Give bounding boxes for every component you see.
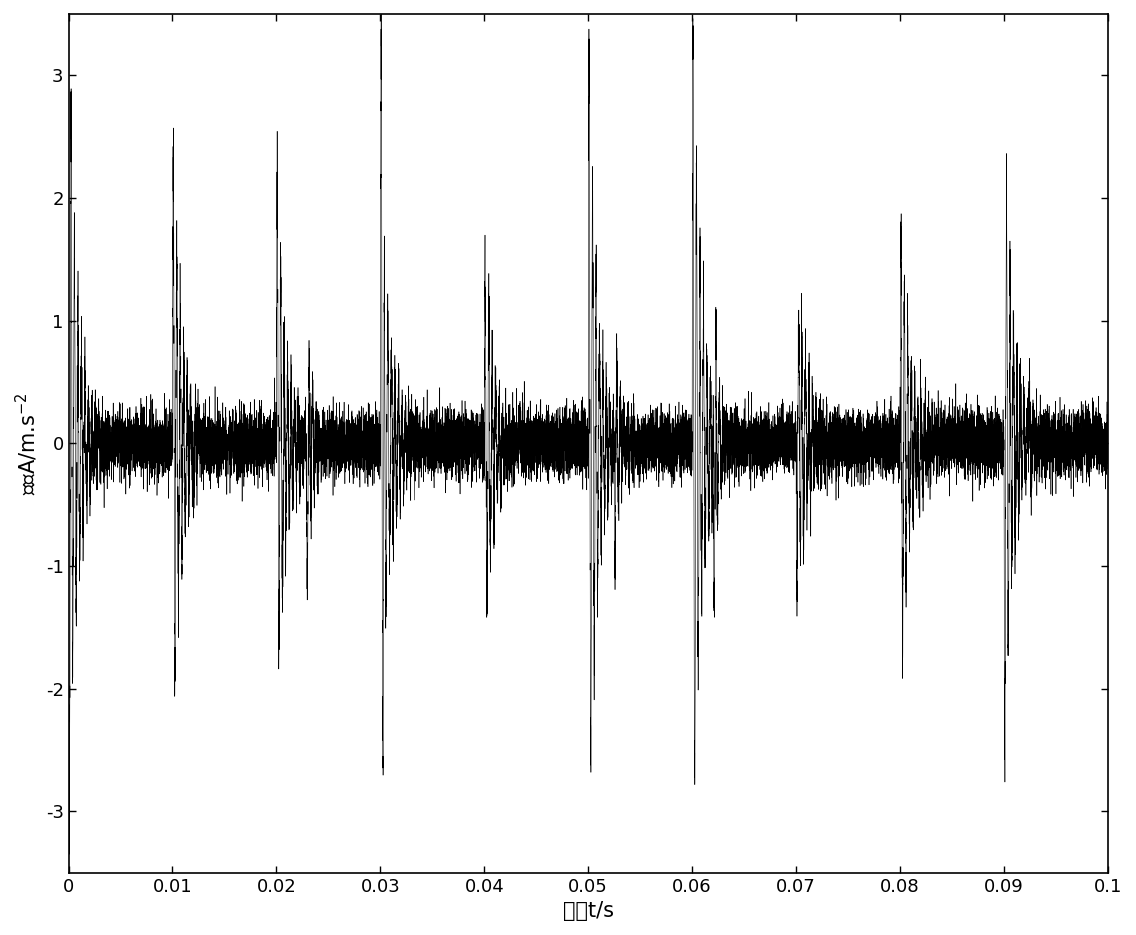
- X-axis label: 时间t/s: 时间t/s: [562, 901, 613, 921]
- Y-axis label: 幅值A/m.s$^{-2}$: 幅值A/m.s$^{-2}$: [14, 392, 40, 495]
